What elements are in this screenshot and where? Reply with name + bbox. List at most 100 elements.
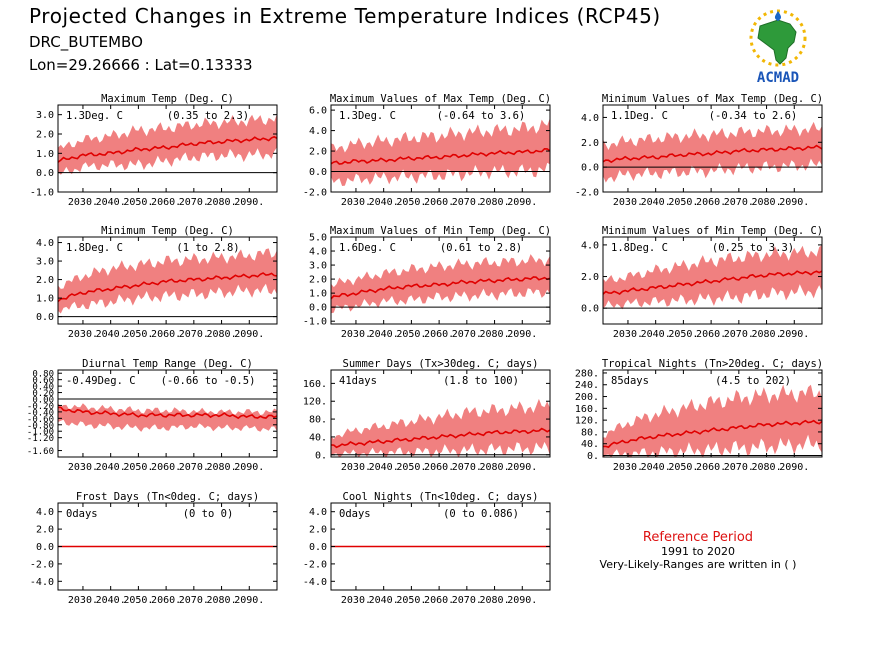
median-line — [603, 270, 822, 295]
median-line — [603, 419, 822, 449]
y-tick-label: 1.0 — [36, 149, 54, 160]
y-tick-label: 0.0 — [36, 312, 54, 323]
x-tick-label: 2040. — [96, 197, 126, 208]
likely-range: (-0.66 to -0.5) — [161, 375, 256, 387]
logo-text: ACMAD — [757, 70, 799, 86]
y-tick-label: 40. — [309, 432, 327, 443]
likely-range: (0.25 to 3.3) — [712, 242, 794, 254]
y-tick-label: -2.0 — [303, 188, 327, 199]
chart-panel-9: 0.40.80.120.160.200.240.280.2030.2040.20… — [575, 358, 823, 473]
plot-frame — [330, 502, 551, 591]
summary-value: 0days — [66, 508, 98, 520]
y-tick-label: -1.60 — [27, 447, 54, 457]
x-tick-label: 2060. — [151, 329, 181, 340]
likely-range: (-0.64 to 3.6) — [437, 110, 526, 122]
y-tick-label: 120. — [303, 397, 327, 408]
y-tick-label: 0.0 — [581, 304, 599, 315]
plot-frame — [57, 502, 278, 591]
y-tick-label: 0.0 — [309, 542, 327, 553]
x-tick-label: 2050. — [123, 462, 153, 473]
range-band — [58, 113, 277, 175]
plot-frame — [602, 104, 823, 193]
station-name: DRC_BUTEMBO — [29, 33, 143, 51]
x-tick-label: 2080. — [752, 329, 782, 340]
chart-panel-2: -2.0 0.0 2.0 4.0 6.0 2030.2040.2050.2060.2070… — [303, 93, 551, 208]
y-tick-label: 6.0 — [309, 106, 327, 117]
y-tick-label: 0.40 — [32, 383, 54, 393]
chart-panel-7: -1.60-1.20-1.00-0.80-0.60-0.40-0.200.000… — [27, 358, 278, 473]
y-tick-label: -4.0 — [30, 577, 54, 588]
y-tick-label: 4.0 — [309, 126, 327, 137]
chart-panel-6: 0.0 2.0 4.0 2030.2040.2050.2060.2070.2080.2… — [581, 225, 823, 340]
y-tick-label: -0.60 — [27, 415, 54, 425]
x-tick-label: 2040. — [96, 329, 126, 340]
summary-value: -0.49Deg. C — [66, 375, 136, 387]
x-tick-label: 2060. — [424, 462, 454, 473]
median-line — [58, 272, 277, 303]
summary-value: 1.3Deg. C — [66, 110, 123, 122]
range-band — [331, 117, 550, 186]
y-tick-label: -2.0 — [303, 559, 327, 570]
range-band — [603, 245, 822, 310]
chart-panel-3: -2.00.02.04.02030.2040.2050.2060.2070.20… — [575, 93, 823, 208]
y-tick-label: 0.00 — [32, 396, 54, 406]
x-tick-label: 2070. — [179, 462, 209, 473]
y-tick-label: 120. — [575, 416, 599, 427]
x-tick-label: 2060. — [696, 462, 726, 473]
x-tick-label: 2050. — [668, 462, 698, 473]
y-tick-label: 1.0 — [36, 294, 54, 305]
y-tick-label: 200. — [575, 392, 599, 403]
x-tick-label: 2070. — [179, 197, 209, 208]
chart-panel-1: -1.0 0.0 1.0 2.0 3.0 2030.2040.2050.2060.2070… — [30, 93, 278, 208]
x-tick-label: 2060. — [696, 329, 726, 340]
y-tick-label: 2.0 — [36, 525, 54, 536]
x-tick-label: 2060. — [424, 595, 454, 606]
y-tick-label: 2.0 — [36, 275, 54, 286]
chart-title: Tropical Nights (Tn>20deg. C; days) — [602, 358, 823, 370]
summary-value: 1.1Deg. C — [611, 110, 668, 122]
x-tick-label: 2090. — [507, 462, 537, 473]
y-tick-label: 3.0 — [36, 110, 54, 121]
x-tick-label: 2050. — [396, 595, 426, 606]
chart-title: Summer Days (Tx>30deg. C; days) — [343, 358, 539, 370]
chart-title: Diurnal Temp Range (Deg. C) — [82, 358, 253, 370]
x-tick-label: 2070. — [452, 595, 482, 606]
range-band — [58, 248, 277, 314]
y-tick-label: 240. — [575, 380, 599, 391]
plot-frame — [57, 104, 278, 193]
y-tick-label: -0.80 — [27, 421, 54, 431]
plot-frame — [57, 236, 278, 325]
reference-period-note: Very-Likely-Ranges are written in ( ) — [599, 558, 797, 571]
y-tick-label: 0. — [587, 451, 599, 462]
x-tick-label: 2070. — [452, 197, 482, 208]
x-tick-label: 2030. — [613, 197, 643, 208]
y-tick-label: 4.0 — [581, 113, 599, 124]
range-band — [603, 121, 822, 183]
y-tick-label: 2.0 — [309, 525, 327, 536]
y-tick-label: 0.80 — [32, 370, 54, 380]
summary-value: 1.3Deg. C — [339, 110, 396, 122]
chart-title: Maximum Values of Max Temp (Deg. C) — [330, 93, 551, 105]
likely-range: (-0.34 to 2.6) — [709, 110, 798, 122]
x-tick-label: 2070. — [179, 595, 209, 606]
y-tick-label: 0.0 — [581, 163, 599, 174]
x-tick-label: 2030. — [68, 595, 98, 606]
x-tick-label: 2050. — [396, 462, 426, 473]
x-tick-label: 2070. — [452, 462, 482, 473]
median-line — [331, 276, 550, 300]
summary-value: 1.6Deg. C — [339, 242, 396, 254]
chart-panel-4: 0.0 1.0 2.0 3.0 4.0 2030.2040.2050.2060.2070.… — [36, 225, 278, 340]
x-tick-label: 2060. — [424, 197, 454, 208]
summary-value: 0days — [339, 508, 371, 520]
x-tick-label: 2040. — [369, 595, 399, 606]
x-tick-label: 2090. — [507, 197, 537, 208]
y-tick-label: -2.0 — [575, 188, 599, 199]
x-tick-label: 2090. — [234, 329, 264, 340]
y-tick-label: 0.0 — [36, 542, 54, 553]
reference-period-block: Reference Period 1991 to 2020 Very-Likel… — [568, 530, 828, 571]
plot-frame — [602, 369, 823, 458]
x-tick-label: 2030. — [341, 197, 371, 208]
y-tick-label: 80. — [309, 415, 327, 426]
range-band — [331, 398, 550, 457]
y-tick-label: 3.0 — [36, 257, 54, 268]
